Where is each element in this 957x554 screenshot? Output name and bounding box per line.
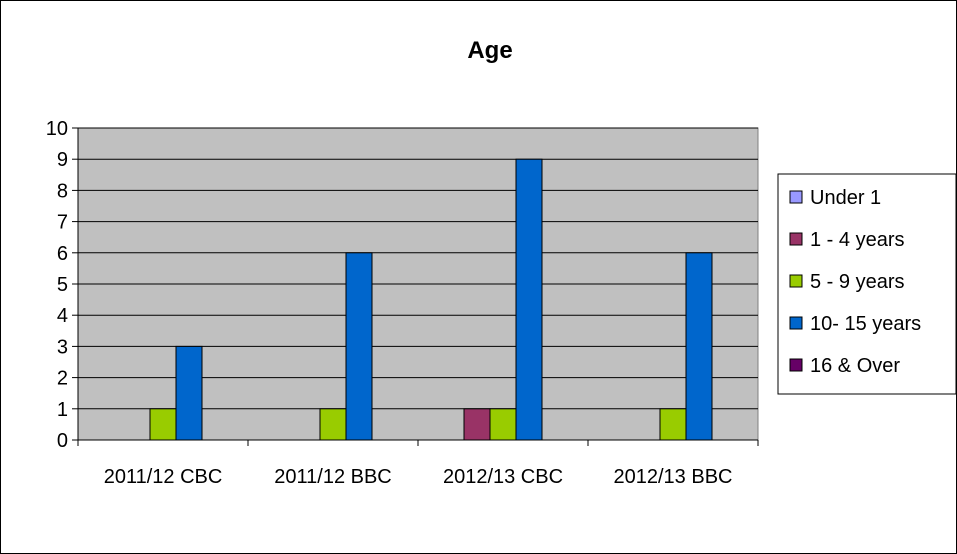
- bar-10-15-years-3: [685, 252, 713, 441]
- y-tick-label: 8: [57, 180, 68, 202]
- legend-swatch: [789, 232, 803, 246]
- legend-label: Under 1: [810, 187, 881, 209]
- bar-1-4-years-2: [463, 408, 491, 441]
- bar-5-9-years-0: [149, 408, 177, 441]
- y-tick-label: 6: [57, 243, 68, 265]
- legend-label: 10- 15 years: [810, 313, 921, 335]
- bar-10-15-years-0: [175, 345, 203, 441]
- legend-swatch: [789, 190, 803, 204]
- bar-10-15-years-2: [515, 158, 543, 441]
- legend-label: 5 - 9 years: [810, 271, 904, 293]
- y-tick-labels: 0 1 2 3 4 5 6 7 8 9 10: [46, 118, 68, 452]
- y-tick-label: 7: [57, 212, 68, 234]
- legend-swatch: [789, 358, 803, 372]
- bar-5-9-years-1: [319, 408, 347, 441]
- y-tick-label: 5: [57, 274, 68, 296]
- x-tick-label: 2011/12 CBC: [104, 466, 223, 488]
- x-tick-labels: 2011/12 CBC 2011/12 BBC 2012/13 CBC 2012/13…: [104, 466, 733, 488]
- x-tick-label: 2012/13 BBC: [614, 466, 733, 488]
- chart-title: Age: [467, 37, 512, 64]
- y-tick-label: 3: [57, 336, 68, 358]
- y-tick-label: 2: [57, 368, 68, 390]
- legend-swatch: [789, 316, 803, 330]
- y-tick-label: 4: [57, 305, 68, 327]
- axes: [72, 127, 759, 446]
- bar-5-9-years-2: [489, 408, 517, 441]
- legend: Under 1 1 - 4 years 5 - 9 years 10- 15 year…: [777, 173, 957, 395]
- legend-label: 16 & Over: [810, 355, 900, 377]
- y-tick-label: 0: [57, 430, 68, 452]
- bar-5-9-years-3: [659, 408, 687, 441]
- x-tick-label: 2012/13 CBC: [443, 466, 563, 488]
- x-tick-label: 2011/12 BBC: [274, 466, 392, 488]
- y-tick-label: 9: [57, 149, 68, 171]
- y-tick-label: 10: [46, 118, 68, 140]
- legend-box: [777, 173, 957, 395]
- legend-swatch: [789, 274, 803, 288]
- legend-label: 1 - 4 years: [810, 229, 904, 251]
- bar-10-15-years-1: [345, 252, 373, 441]
- y-tick-label: 1: [57, 399, 68, 421]
- gridlines: [78, 127, 758, 410]
